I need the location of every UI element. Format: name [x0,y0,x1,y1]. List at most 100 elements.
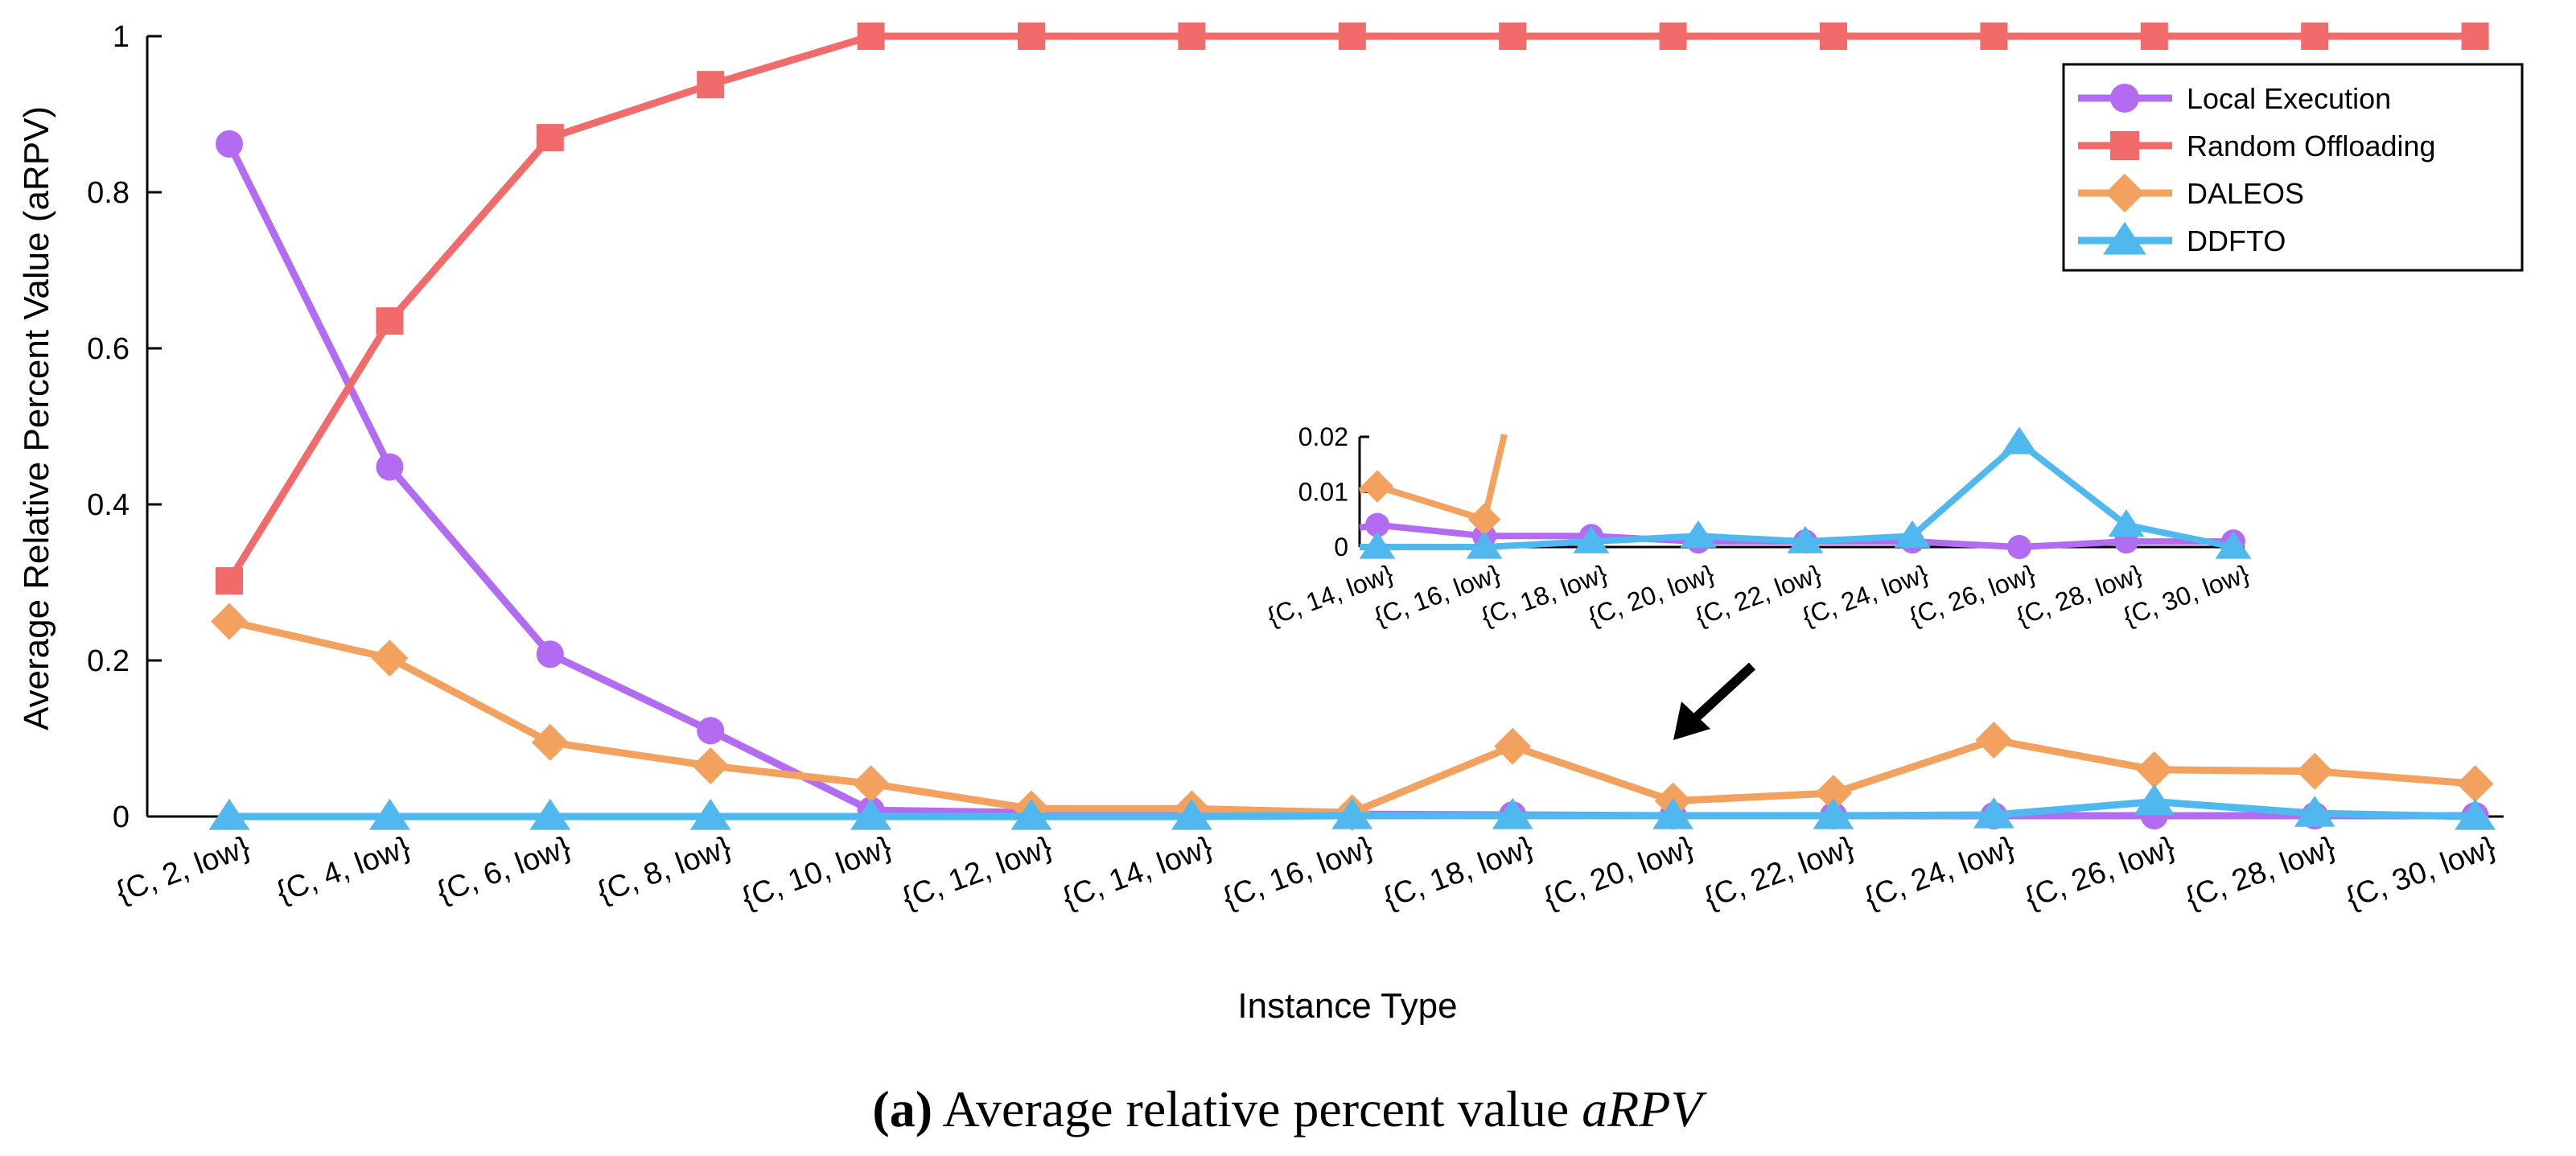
random-offloading-square-marker [697,71,725,99]
ddfto-triangle-marker [1973,796,2014,829]
x-tick-label: {C, 18, low} [1379,830,1537,915]
x-tick-label: {C, 16, low} [1219,830,1377,915]
daleos-diamond-marker [2135,751,2173,788]
daleos-diamond-marker [1494,727,1532,765]
inset-series-daleos [1359,434,1508,536]
x-tick-label: {C, 26, low} [2021,830,2179,915]
inset-ddfto-line [1360,438,2234,550]
daleos-diamond-marker [692,747,730,784]
x-tick-label: {C, 6, low} [433,830,575,910]
x-tick-label: {C, 30, low} [2342,830,2500,915]
local-execution-circle-marker [216,130,243,158]
inset-local-execution-circle-marker [2007,535,2031,559]
legend-item-ddfto: DDFTO [2078,221,2286,257]
daleos-line [228,618,2475,817]
legend-square-marker [2110,131,2139,160]
ddfto-triangle-marker [2455,798,2496,830]
daleos-diamond-marker [1975,721,2013,759]
caption-metric: aRPV [1582,1080,1707,1137]
legend: Local Execution Random Offloading DALEOS DD… [2062,63,2524,272]
inset-y-tick-label: 0 [1334,533,1348,562]
random-offloading-square-marker [857,23,885,50]
daleos-diamond-marker [2456,765,2494,803]
random-offloading-square-marker [1980,23,2008,50]
x-tick-label: {C, 22, low} [1700,830,1858,915]
x-tick-label: {C, 20, low} [1540,830,1698,915]
daleos-diamond-marker [371,640,409,677]
ddfto-triangle-marker [2134,784,2175,816]
ddfto-triangle-marker [1652,797,1694,829]
legend-label: DDFTO [2187,224,2286,257]
caption-text: Average relative percent value [932,1080,1582,1137]
ddfto-triangle-marker [1010,798,1052,830]
inset-y-tick-label: 0.02 [1298,422,1348,451]
inset-local-execution-circle-marker [1365,512,1389,537]
zoom-arrow-icon [1673,662,1756,740]
caption-label: (a) [872,1080,932,1137]
x-tick-label: {C, 24, low} [1860,830,2018,915]
inset-ddfto-triangle-marker [1359,531,1396,559]
y-tick-label: 0.8 [87,176,130,210]
legend-item-random-offloading: Random Offloading [2078,130,2436,162]
inset-y-tick-label: 0.01 [1298,478,1348,507]
local-execution-circle-marker [697,717,725,745]
inset-plot: 0 0.01 0.02 {C, 14, low}{C, 16, low}{C, 18… [1263,422,2253,631]
ddfto-triangle-marker [1171,798,1212,830]
daleos-diamond-marker [211,603,248,640]
inset-ddfto-triangle-marker [1894,520,1931,548]
random-offloading-square-marker [2140,23,2168,50]
ddfto-triangle-marker [1331,797,1373,829]
random-offloading-square-marker [2301,23,2329,50]
inset-ddfto-triangle-marker [2215,531,2252,559]
inset-ddfto-triangle-marker [2001,426,2038,455]
daleos-diamond-marker [1815,774,1852,812]
inset-y-tick-labels: 0 0.01 0.02 [1298,422,1348,562]
ddfto-triangle-marker [1813,797,1854,829]
y-tick-labels: 0 0.2 0.4 0.6 0.8 1 [87,20,130,834]
inset-daleos-diamond-marker [1467,503,1501,536]
random-offloading-square-marker [1018,23,1045,50]
random-offloading-square-marker [2461,23,2489,50]
ddfto-triangle-marker [208,798,250,830]
x-tick-label: {C, 8, low} [593,830,735,910]
random-offloading-square-marker [1499,23,1527,50]
legend-item-daleos: DALEOS [2078,173,2304,213]
legend-item-local-execution: Local Execution [2078,82,2391,115]
ddfto-triangle-marker [368,798,410,830]
inset-ddfto-triangle-marker [1787,525,1824,553]
series-ddfto [208,784,2496,830]
legend-label: Local Execution [2187,82,2391,115]
x-tick-label: {C, 2, low} [112,830,254,910]
y-tick-label: 0.4 [87,488,130,522]
ddfto-triangle-marker [1492,797,1533,829]
legend-diamond-marker [2105,173,2145,213]
figure-caption: (a) Average relative percent value aRPV [872,1080,1707,1137]
ddfto-triangle-marker [850,798,892,830]
x-tick-label: {C, 12, low} [898,830,1056,915]
inset-ddfto-triangle-marker [1466,531,1503,559]
daleos-diamond-marker [531,723,569,761]
inset-ddfto-triangle-marker [1573,525,1610,553]
inset-ddfto-triangle-marker [2108,509,2145,537]
x-tick-labels: {C, 2, low} {C, 4, low} {C, 6, low} {C, 8, … [112,830,2500,915]
local-execution-circle-marker [536,640,564,669]
random-offloading-square-marker [376,307,404,335]
inset-ddfto-triangle-marker [1680,520,1717,548]
y-axis-label: Average Relative Percent Value (aRPV) [17,106,56,730]
random-offloading-square-marker [216,567,243,595]
inset-x-tick-labels: {C, 14, low}{C, 16, low}{C, 18, low}{C, … [1263,559,2253,631]
legend-circle-marker [2110,84,2139,113]
y-tick-label: 0 [113,800,130,834]
random-offloading-square-marker [1338,23,1366,50]
x-tick-label: {C, 28, low} [2181,830,2339,915]
legend-label: Random Offloading [2187,130,2436,162]
ddfto-triangle-marker [529,798,571,830]
data-series [208,23,2496,832]
daleos-diamond-marker [2296,752,2334,790]
random-offloading-square-marker [1659,23,1687,50]
y-tick-label: 0.2 [87,644,130,678]
inset-series-ddfto [1359,426,2252,559]
daleos-diamond-marker [852,765,890,803]
inset-daleos-diamond-marker [1360,470,1394,503]
